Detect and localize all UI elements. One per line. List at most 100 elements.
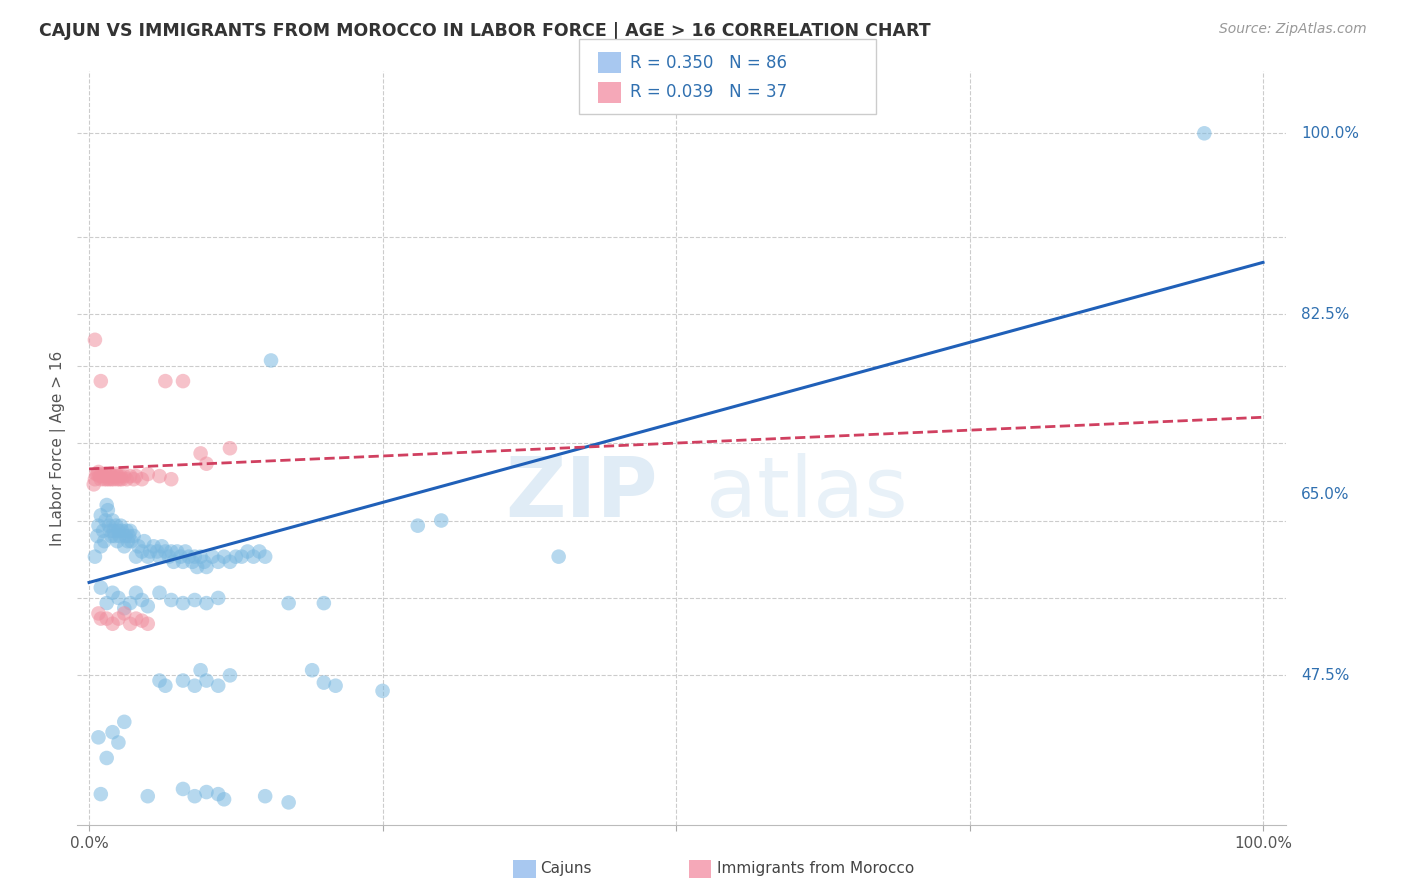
Point — [260, 353, 283, 368]
Text: 65.0%: 65.0% — [1301, 487, 1350, 502]
Point — [110, 518, 132, 533]
Point — [112, 607, 135, 621]
Point — [120, 596, 142, 610]
Point — [112, 601, 135, 615]
Point — [136, 599, 159, 614]
Text: ZIP: ZIP — [505, 453, 658, 534]
Point — [87, 465, 110, 479]
Point — [100, 529, 122, 543]
Point — [125, 611, 148, 625]
Point — [89, 469, 111, 483]
Point — [90, 508, 112, 523]
Point — [107, 524, 129, 538]
Point — [120, 616, 142, 631]
Point — [136, 789, 159, 804]
Point — [125, 469, 148, 483]
Point — [148, 586, 170, 600]
Point — [101, 469, 124, 483]
Point — [90, 611, 112, 625]
Point — [103, 524, 125, 538]
Point — [96, 751, 118, 765]
Point — [195, 596, 218, 610]
Point — [212, 549, 235, 564]
Point — [157, 549, 180, 564]
Point — [96, 472, 118, 486]
Text: atlas: atlas — [706, 453, 908, 534]
Text: R = 0.039   N = 37: R = 0.039 N = 37 — [630, 84, 787, 102]
Point — [169, 549, 191, 564]
Point — [101, 586, 124, 600]
Point — [430, 514, 453, 528]
Point — [91, 469, 114, 483]
Point — [160, 472, 183, 486]
Point — [160, 593, 183, 607]
Point — [94, 514, 117, 528]
Point — [127, 539, 149, 553]
Text: 100.0%: 100.0% — [1301, 126, 1360, 141]
Point — [190, 663, 212, 677]
Point — [117, 534, 139, 549]
Point — [172, 374, 194, 388]
Point — [136, 467, 159, 481]
Point — [301, 663, 323, 677]
Point — [114, 529, 136, 543]
Point — [98, 472, 121, 486]
Point — [122, 472, 145, 486]
Point — [104, 469, 127, 483]
Point — [103, 472, 125, 486]
Point — [107, 735, 129, 749]
Point — [219, 668, 242, 682]
Point — [105, 534, 128, 549]
Point — [142, 539, 165, 553]
Point — [118, 529, 141, 543]
Point — [93, 534, 115, 549]
Point — [172, 673, 194, 688]
Point — [84, 333, 107, 347]
Point — [120, 469, 142, 483]
Point — [136, 616, 159, 631]
Point — [91, 467, 114, 481]
Text: 47.5%: 47.5% — [1301, 668, 1350, 683]
Point — [84, 472, 107, 486]
Point — [90, 374, 112, 388]
Point — [105, 518, 128, 533]
Point — [181, 555, 204, 569]
Point — [97, 503, 120, 517]
Point — [312, 675, 335, 690]
Point — [101, 616, 124, 631]
Point — [134, 534, 156, 549]
Point — [139, 544, 162, 558]
Point — [83, 477, 105, 491]
Point — [101, 514, 124, 528]
Point — [547, 549, 569, 564]
Point — [115, 472, 138, 486]
Point — [183, 679, 205, 693]
Point — [155, 374, 177, 388]
Point — [107, 591, 129, 605]
Point — [90, 472, 112, 486]
Point — [207, 591, 229, 605]
Point — [131, 614, 153, 628]
Point — [90, 787, 112, 801]
Point — [219, 442, 242, 456]
Point — [87, 607, 110, 621]
Point — [148, 469, 170, 483]
Point — [120, 524, 142, 538]
Point — [219, 555, 242, 569]
Text: Source: ZipAtlas.com: Source: ZipAtlas.com — [1219, 22, 1367, 37]
Point — [84, 467, 107, 481]
Point — [201, 549, 224, 564]
Point — [212, 792, 235, 806]
Point — [107, 469, 129, 483]
Point — [87, 518, 110, 533]
Point — [86, 467, 108, 481]
Point — [183, 549, 205, 564]
Point — [277, 596, 299, 610]
Point — [96, 596, 118, 610]
Point — [207, 679, 229, 693]
Point — [131, 544, 153, 558]
Point — [115, 524, 138, 538]
Point — [131, 472, 153, 486]
Point — [94, 467, 117, 481]
Point — [190, 549, 212, 564]
